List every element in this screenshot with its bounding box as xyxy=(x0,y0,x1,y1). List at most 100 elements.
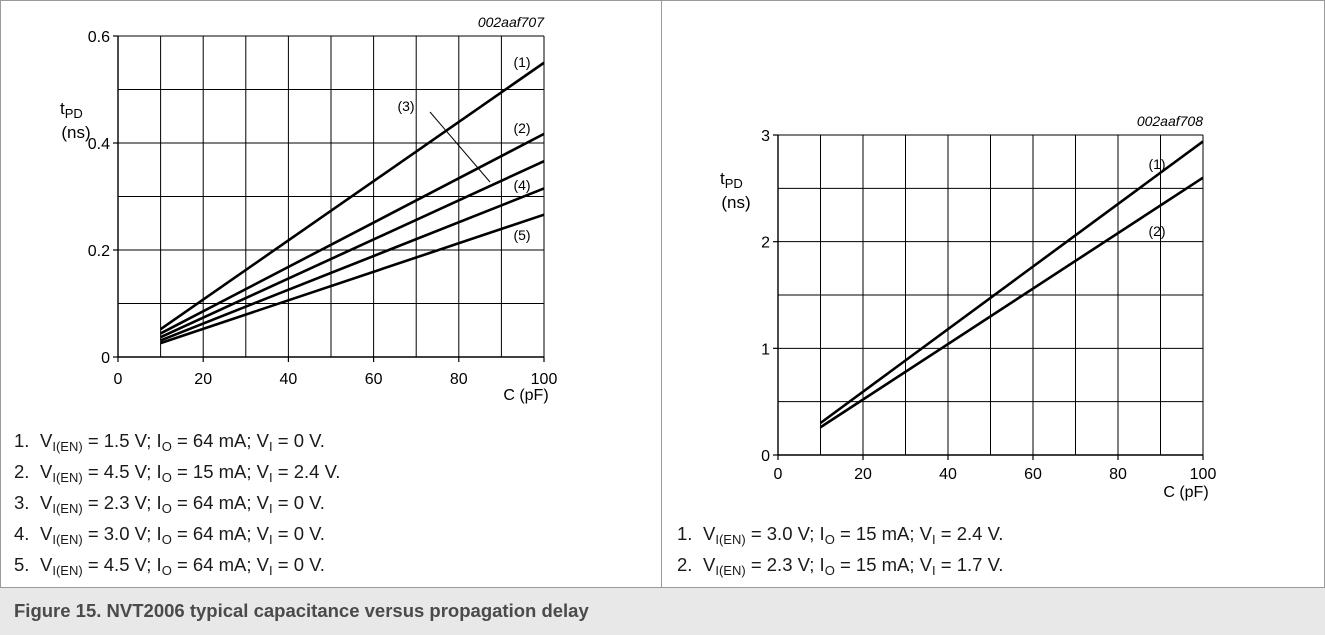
left-y-tick-label: 0.2 xyxy=(88,243,110,260)
left-legend-text: = 0 V. xyxy=(272,430,325,451)
left-legend-text: = 2.3 V; I xyxy=(82,492,162,513)
left-legend-text: = 2.4 V. xyxy=(272,461,341,482)
left-legend-number: 5. xyxy=(14,554,30,575)
right-x-axis-label: C (pF) xyxy=(1163,484,1208,501)
right-grid xyxy=(777,134,1204,456)
left-legend-subscript: I(EN) xyxy=(52,501,83,516)
left-legend-subscript: I xyxy=(269,532,273,547)
left-y-tick-label: 0.6 xyxy=(88,29,110,46)
left-x-tick-label: 60 xyxy=(365,371,383,388)
right-legend-subscript: I(EN) xyxy=(715,563,746,578)
left-x-tick-label: 80 xyxy=(450,371,468,388)
left-legend-subscript: O xyxy=(161,563,172,578)
left-legend-text: = 0 V. xyxy=(272,492,325,513)
left-legend-text: V xyxy=(40,492,53,513)
right-x-tick-label: 100 xyxy=(1190,466,1217,483)
right-x-tick-label: 0 xyxy=(774,466,783,483)
right-legend-subscript: I(EN) xyxy=(715,532,746,547)
left-y-axis-unit: (ns) xyxy=(61,123,90,142)
left-legend-subscript: O xyxy=(161,439,172,454)
left-series-3-leader xyxy=(429,111,491,183)
left-legend-subscript: I(EN) xyxy=(52,470,83,485)
left-legend-number: 2. xyxy=(14,461,30,482)
left-legend-text: = 4.5 V; I xyxy=(82,461,162,482)
left-series-label-4: (4) xyxy=(513,177,530,193)
right-legend-text: V xyxy=(703,523,716,544)
left-series-line-3 xyxy=(160,160,545,339)
right-x-tick-label: 80 xyxy=(1109,466,1127,483)
left-x-axis-label: C (pF) xyxy=(503,387,548,404)
right-legend-subscript: I xyxy=(932,563,936,578)
left-legend-text: = 4.5 V; I xyxy=(82,554,162,575)
right-series-line-1 xyxy=(819,140,1204,425)
left-legend-text: = 1.5 V; I xyxy=(82,430,162,451)
right-legend-item-1: 1. VI(EN) = 3.0 V; IO = 15 mA; VI = 2.4 V… xyxy=(677,518,1003,549)
left-series-line-1 xyxy=(159,61,545,331)
right-legend-subscript: O xyxy=(824,563,835,578)
left-legend-text: = 15 mA; V xyxy=(171,461,269,482)
right-legend-text: = 15 mA; V xyxy=(834,554,932,575)
right-legend-number: 1. xyxy=(677,523,693,544)
right-legend-text: V xyxy=(703,554,716,575)
left-legend-subscript: O xyxy=(161,470,172,485)
left-legend-number: 4. xyxy=(14,523,30,544)
left-legend-text: V xyxy=(40,461,53,482)
left-grid xyxy=(117,35,545,358)
left-x-tick-label: 20 xyxy=(194,371,212,388)
left-x-tick-label: 100 xyxy=(531,371,558,388)
left-legend-text: = 64 mA; V xyxy=(171,554,269,575)
left-series-line-4 xyxy=(160,187,545,342)
left-x-tick-label: 0 xyxy=(114,371,123,388)
right-series-label-1: (1) xyxy=(1148,156,1165,172)
right-x-tick-label: 40 xyxy=(939,466,957,483)
left-series-label-1: (1) xyxy=(513,54,530,70)
right-legend-subscript: O xyxy=(824,532,835,547)
left-legend-text: = 3.0 V; I xyxy=(82,523,162,544)
left-legend-item-5: 5. VI(EN) = 4.5 V; IO = 64 mA; VI = 0 V. xyxy=(14,549,340,580)
right-y-axis-label: tPD xyxy=(720,169,743,191)
right-legend-text: = 1.7 V. xyxy=(935,554,1004,575)
left-legend-number: 1. xyxy=(14,430,30,451)
caption-bar: Figure 15. NVT2006 typical capacitance v… xyxy=(0,587,1325,635)
left-figure-id: 002aaf707 xyxy=(478,14,545,30)
left-legend-item-1: 1. VI(EN) = 1.5 V; IO = 64 mA; VI = 0 V. xyxy=(14,425,340,456)
right-legend-number: 2. xyxy=(677,554,693,575)
left-legend-text: = 0 V. xyxy=(272,523,325,544)
right-legend-item-2: 2. VI(EN) = 2.3 V; IO = 15 mA; VI = 1.7 V… xyxy=(677,549,1003,580)
left-series-line-2 xyxy=(159,132,545,335)
right-y-tick-label: 2 xyxy=(761,235,770,252)
left-legend-text: = 0 V. xyxy=(272,554,325,575)
left-y-tick-label: 0 xyxy=(101,350,110,367)
left-legend-subscript: I(EN) xyxy=(52,563,83,578)
left-y-tick-label: 0.4 xyxy=(88,136,110,153)
left-legend-item-4: 4. VI(EN) = 3.0 V; IO = 64 mA; VI = 0 V. xyxy=(14,518,340,549)
right-series-label-2: (2) xyxy=(1148,223,1165,239)
right-legend-text: = 2.4 V. xyxy=(935,523,1004,544)
legend-right: 1. VI(EN) = 3.0 V; IO = 15 mA; VI = 2.4 V… xyxy=(677,518,1003,580)
left-legend-subscript: I xyxy=(269,501,273,516)
chart-left: 0 0.2 0.4 0.6 0 20 40 60 80 100 002aaf707 tPD (ns) C … xyxy=(60,14,558,404)
right-y-axis-unit: (ns) xyxy=(721,193,750,212)
left-legend-text: = 64 mA; V xyxy=(171,430,269,451)
left-legend-text: V xyxy=(40,430,53,451)
left-legend-subscript: I xyxy=(269,439,273,454)
left-y-axis-label: tPD xyxy=(60,99,83,121)
right-legend-text: = 3.0 V; I xyxy=(745,523,825,544)
right-legend-text: = 2.3 V; I xyxy=(745,554,825,575)
left-legend-subscript: I(EN) xyxy=(52,439,83,454)
right-x-tick-label: 20 xyxy=(854,466,872,483)
left-legend-text: V xyxy=(40,523,53,544)
left-x-tick-label: 40 xyxy=(280,371,298,388)
left-legend-text: = 64 mA; V xyxy=(171,492,269,513)
left-legend-subscript: O xyxy=(161,532,172,547)
left-legend-text: = 64 mA; V xyxy=(171,523,269,544)
left-series-line-5 xyxy=(160,213,545,345)
legend-left: 1. VI(EN) = 1.5 V; IO = 64 mA; VI = 0 V. 2… xyxy=(14,425,340,580)
right-x-tick-label: 60 xyxy=(1024,466,1042,483)
right-series-line-2 xyxy=(819,176,1204,429)
left-legend-text: V xyxy=(40,554,53,575)
left-legend-subscript: I(EN) xyxy=(52,532,83,547)
figure-caption: Figure 15. NVT2006 typical capacitance v… xyxy=(14,600,589,621)
right-y-tick-label: 1 xyxy=(761,341,770,358)
